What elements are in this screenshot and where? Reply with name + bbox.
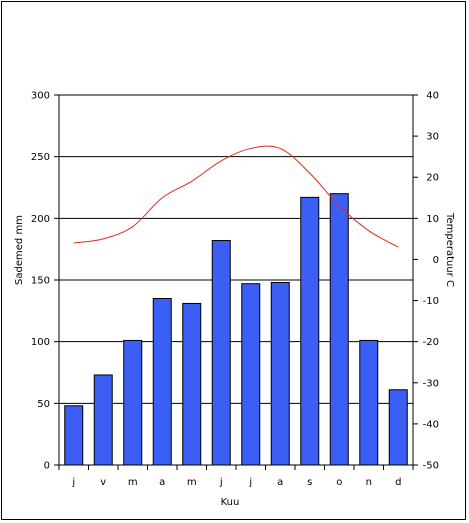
y-right-tick-label: 20 — [426, 173, 439, 184]
x-tick-label: j — [248, 477, 252, 488]
x-tick-label: n — [366, 477, 372, 488]
precipitation-bar — [152, 298, 172, 466]
precipitation-bar — [329, 193, 349, 466]
x-axis-label: Kuu — [221, 497, 240, 508]
axis-labels: Kuu Sademed mm Temperatuur C — [14, 212, 455, 508]
y-right-tick-label: 0 — [433, 255, 439, 266]
precipitation-bars — [64, 193, 408, 466]
y-left-tick-label: 200 — [31, 214, 50, 225]
x-tick-label: a — [277, 477, 283, 488]
x-tick-label: v — [100, 477, 106, 488]
y-right-tick-label: 10 — [426, 214, 439, 225]
precipitation-bar — [93, 374, 113, 466]
temperature-line-path — [73, 145, 399, 248]
y-right-tick-label: -50 — [423, 461, 439, 472]
precipitation-bar — [64, 405, 84, 466]
x-tick-label: j — [219, 477, 223, 488]
y-left-tick-label: 50 — [37, 399, 50, 410]
y-right-tick-label: 40 — [426, 91, 439, 102]
y-axis-right-label: Temperatuur C — [444, 212, 455, 287]
y-axis-left-label: Sademed mm — [14, 215, 25, 285]
x-tick-label: j — [71, 477, 75, 488]
precipitation-bar — [359, 339, 379, 466]
x-tick-label: d — [395, 477, 401, 488]
precipitation-bar — [300, 196, 320, 466]
precipitation-bar — [182, 302, 202, 466]
precipitation-bar — [123, 339, 143, 466]
y-right-tick-label: -20 — [423, 337, 439, 348]
temperature-line — [73, 145, 399, 248]
y-left-tick-label: 150 — [31, 276, 50, 287]
y-right-tick-label: -30 — [423, 378, 439, 389]
precipitation-bar — [241, 283, 261, 466]
y-right-tick-label: -40 — [423, 419, 439, 430]
y-left-tick-label: 100 — [31, 337, 50, 348]
x-tick-label: m — [128, 477, 138, 488]
x-tick-label: a — [159, 477, 165, 488]
x-tick-label: m — [187, 477, 197, 488]
y-left-tick-label: 0 — [44, 461, 50, 472]
precipitation-bar — [270, 281, 290, 466]
y-left-tick-label: 300 — [31, 91, 50, 102]
x-tick-label: o — [336, 477, 342, 488]
precipitation-bar — [211, 240, 231, 466]
x-tick-label: s — [307, 477, 312, 488]
precipitation-bar — [388, 389, 408, 466]
y-right-tick-label: 30 — [426, 132, 439, 143]
axes: 0 50 100 150 200 250 300 -50 -40 -30 -20 -10 0 10 20 30… — [31, 91, 439, 489]
y-left-tick-label: 250 — [31, 152, 50, 163]
y-right-tick-label: -10 — [423, 296, 439, 307]
